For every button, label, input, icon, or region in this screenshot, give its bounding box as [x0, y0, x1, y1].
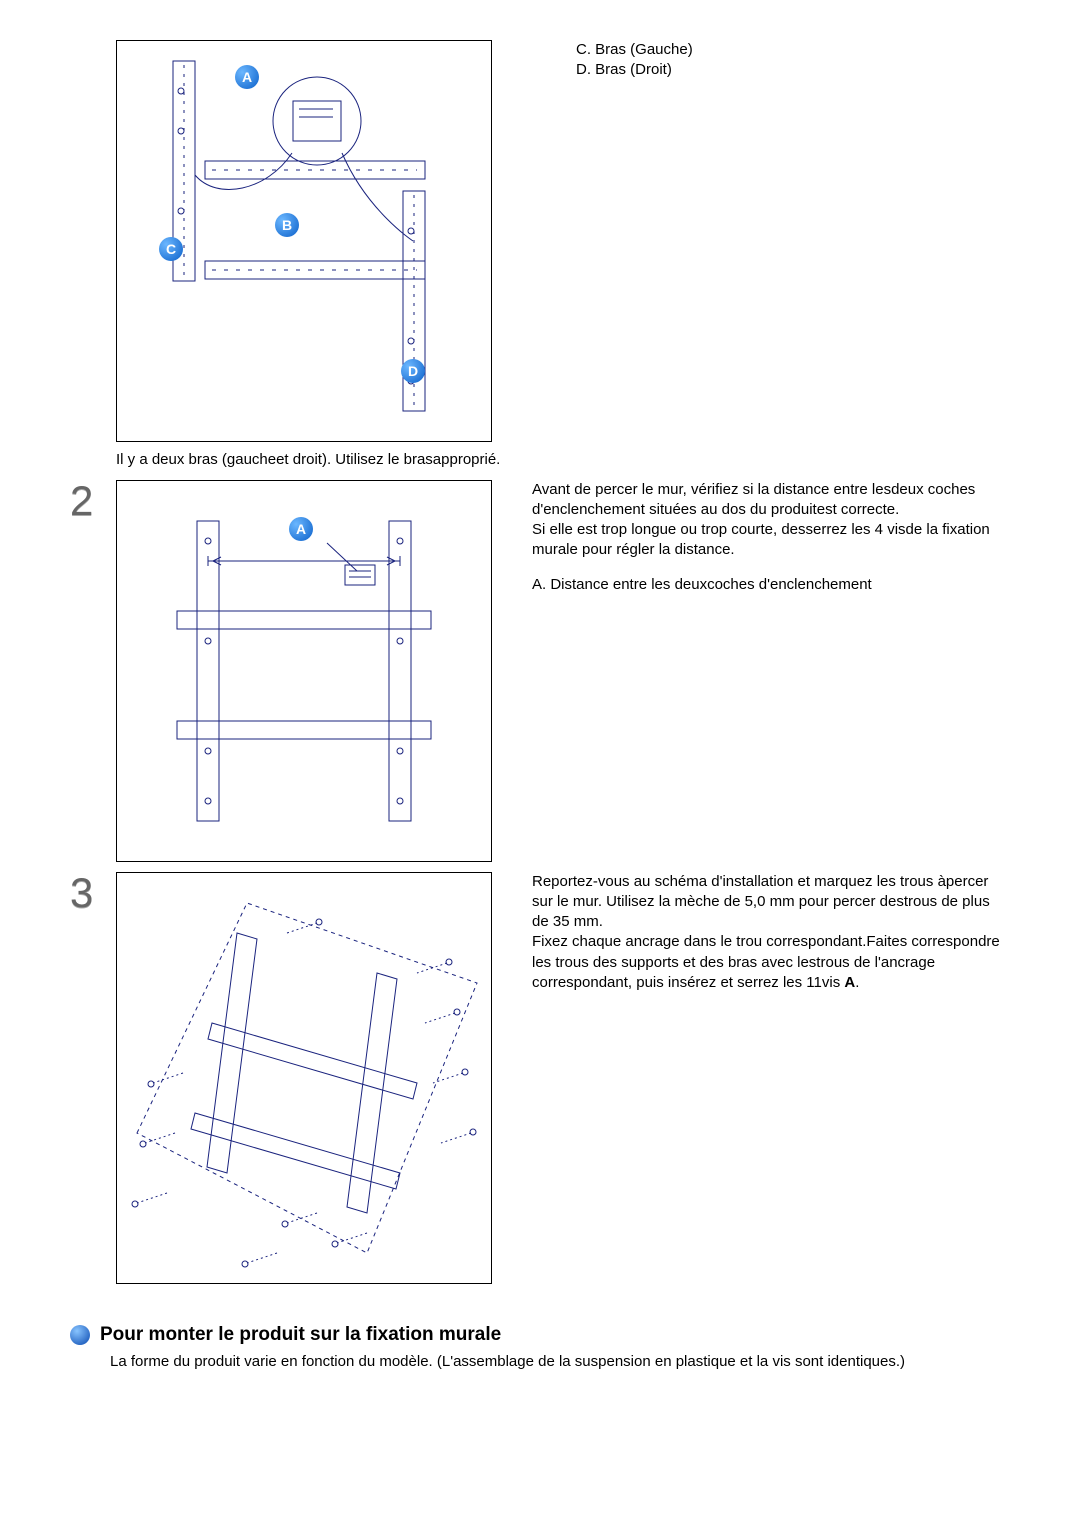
text-step3-2: Fixez chaque ancrage dans le trou corres…	[532, 932, 1010, 993]
label-A-step1: A	[235, 65, 259, 89]
text-step2-2: Si elle est trop longue ou trop courte, …	[532, 520, 1010, 561]
text-step3-1: Reportez-vous au schéma d'installation e…	[532, 872, 1010, 933]
label-B-step1: B	[275, 213, 299, 237]
section-body: La forme du produit varie en fonction du…	[110, 1352, 970, 1372]
legend-D: D. Bras (Droit)	[576, 60, 1010, 80]
text-step2-3: A. Distance entre les deuxcoches d'encle…	[532, 575, 1010, 595]
label-D-step1: D	[401, 359, 425, 383]
section-title: Pour monter le produit sur la fixation m…	[100, 1324, 501, 1346]
step-number-2: 2	[70, 480, 116, 522]
label-C-step1: C	[159, 237, 183, 261]
diagram-step2: A	[116, 480, 492, 862]
legend-C: C. Bras (Gauche)	[576, 40, 1010, 60]
diagram-step1: A B C D	[116, 40, 492, 442]
caption-step1: Il y a deux bras (gaucheet droit). Utili…	[116, 450, 536, 470]
step-number-3: 3	[70, 872, 116, 914]
section-bullet-icon	[70, 1325, 90, 1345]
label-A-step2: A	[289, 517, 313, 541]
text-step2-1: Avant de percer le mur, vérifiez si la d…	[532, 480, 1010, 521]
diagram-step3	[116, 872, 492, 1284]
